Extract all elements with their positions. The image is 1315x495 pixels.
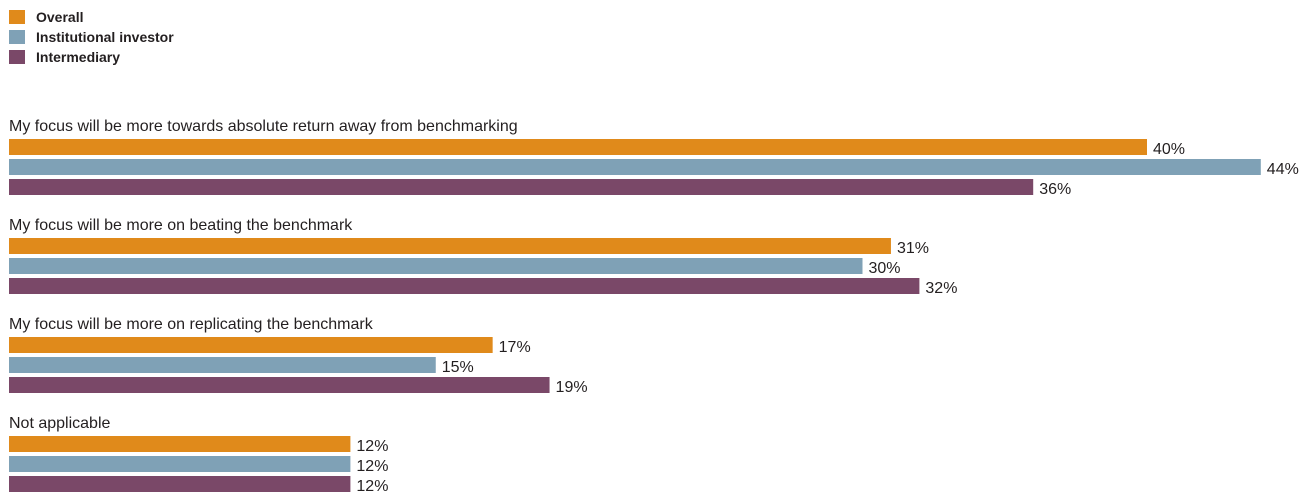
category-1-label: My focus will be more towards absolute r…	[9, 118, 518, 135]
category-3-value-intermediary: 19%	[556, 379, 588, 396]
legend-item-intermediary: Intermediary	[9, 47, 174, 67]
legend-item-institutional-investor: Institutional investor	[9, 27, 174, 47]
category-3-bar-intermediary	[9, 377, 550, 393]
category-1-bar-overall	[9, 139, 1147, 155]
category-2-value-institutional-investor: 30%	[869, 260, 901, 277]
chart-legend: Overall Institutional investor Intermedi…	[9, 7, 174, 67]
category-4-value-institutional-investor: 12%	[356, 458, 388, 475]
category-4-value-intermediary: 12%	[356, 478, 388, 495]
category-4-bar-institutional-investor	[9, 456, 351, 472]
category-3-bar-institutional-investor	[9, 357, 436, 373]
category-1-value-intermediary: 36%	[1039, 181, 1071, 198]
category-2-bar-intermediary	[9, 278, 920, 294]
category-1-value-institutional-investor: 44%	[1267, 161, 1299, 178]
category-2-value-intermediary: 32%	[925, 280, 957, 297]
legend-item-overall: Overall	[9, 7, 174, 27]
category-2-bar-overall	[9, 238, 891, 254]
category-4-bar-intermediary	[9, 476, 351, 492]
legend-label-intermediary: Intermediary	[36, 49, 121, 65]
legend-swatch-institutional-investor	[9, 30, 25, 44]
category-3-value-institutional-investor: 15%	[442, 359, 474, 376]
category-2-label: My focus will be more on beating the ben…	[9, 217, 353, 234]
legend-swatch-overall	[9, 10, 25, 24]
legend-label-institutional-investor: Institutional investor	[36, 29, 174, 45]
category-4-bar-overall	[9, 436, 351, 452]
category-2-value-overall: 31%	[897, 240, 929, 257]
category-3-label: My focus will be more on replicating the…	[9, 316, 374, 333]
category-4-label: Not applicable	[9, 415, 111, 432]
category-4-value-overall: 12%	[356, 438, 388, 455]
category-1-value-overall: 40%	[1153, 141, 1185, 158]
legend-label-overall: Overall	[36, 9, 84, 25]
category-3-value-overall: 17%	[499, 339, 531, 356]
legend-swatch-intermediary	[9, 50, 25, 64]
category-3-bar-overall	[9, 337, 493, 353]
category-2-bar-institutional-investor	[9, 258, 863, 274]
category-1-bar-institutional-investor	[9, 159, 1261, 175]
category-1-bar-intermediary	[9, 179, 1034, 195]
